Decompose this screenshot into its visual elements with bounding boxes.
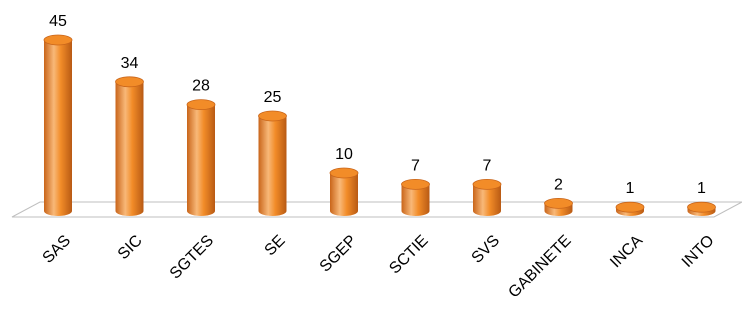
- bar-sgep: [329, 167, 359, 216]
- data-labels-layer: 45 34 28 25 10 7 7 2 1 1: [49, 13, 706, 197]
- category-labels-layer: SAS SIC SGTES SE SGEP SCTIE SVS GABINETE INCA INT…: [40, 232, 718, 301]
- bars-layer: [43, 34, 716, 216]
- bar-top-sic: [115, 76, 144, 88]
- bar-top-sas: [43, 34, 73, 46]
- data-label-se: 25: [264, 89, 282, 106]
- data-label-sic: 34: [121, 55, 139, 72]
- bar-top-inca: [615, 201, 645, 213]
- data-label-sas: 45: [49, 13, 67, 30]
- category-label-sic: SIC: [115, 232, 146, 263]
- data-label-svs: 7: [483, 157, 492, 174]
- bar-top-se: [258, 110, 287, 122]
- bar-top-svs: [472, 178, 502, 190]
- category-label-sas: SAS: [40, 232, 75, 267]
- bar-top-sgtes: [186, 99, 216, 110]
- bar-top-sgep: [329, 167, 359, 179]
- category-label-into: INTO: [679, 232, 718, 271]
- bar-body-sas: [44, 40, 72, 216]
- data-label-sgep: 10: [335, 146, 353, 163]
- bar-sic: [115, 76, 144, 216]
- bar-into: [687, 201, 716, 216]
- bar-body-se: [258, 116, 287, 216]
- data-label-gabinete: 2: [554, 176, 563, 193]
- bar-sctie: [401, 178, 430, 216]
- category-label-sgep: SGEP: [317, 232, 360, 275]
- data-label-sgtes: 28: [192, 78, 210, 95]
- bar-body-sgep: [330, 173, 358, 216]
- bar-sas: [43, 34, 73, 216]
- bar-body-sgtes: [187, 104, 215, 216]
- bar-sgtes: [186, 99, 216, 216]
- data-label-into: 1: [697, 180, 706, 197]
- bar-svs: [472, 178, 502, 216]
- bar-body-svs: [473, 184, 501, 216]
- category-label-se: SE: [262, 232, 289, 259]
- category-label-gabinete: GABINETE: [505, 232, 574, 301]
- category-label-sctie: SCTIE: [386, 232, 431, 277]
- category-label-inca: INCA: [607, 232, 646, 271]
- bar-top-sctie: [401, 178, 430, 190]
- bar-top-gabinete: [544, 197, 573, 209]
- bar-inca: [615, 201, 645, 216]
- bar-se: [258, 110, 287, 216]
- category-label-sgtes: SGTES: [167, 232, 217, 282]
- bar-gabinete: [544, 197, 573, 216]
- data-label-inca: 1: [626, 180, 635, 197]
- bar-body-sctie: [401, 184, 430, 216]
- bar-body-sic: [115, 81, 144, 216]
- bar-top-into: [687, 201, 716, 213]
- data-label-sctie: 7: [411, 157, 420, 174]
- category-label-svs: SVS: [469, 232, 504, 267]
